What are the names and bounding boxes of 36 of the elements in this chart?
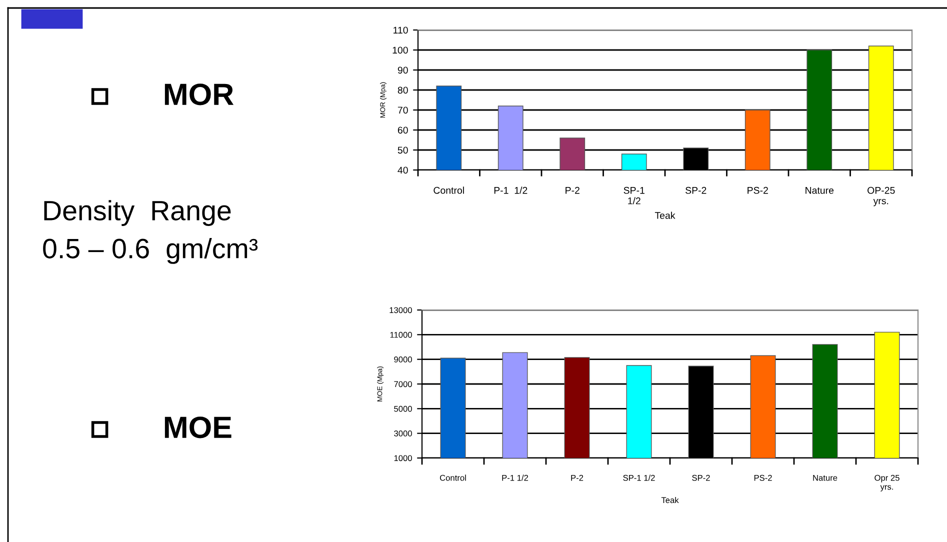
x-tick-label: P-2 — [566, 186, 580, 194]
y-tick-label: 9000 — [394, 356, 412, 362]
y-tick-label: 11000 — [390, 332, 412, 338]
x-tick-label: P-2 — [571, 474, 584, 481]
x-tick-label: Nature — [813, 474, 838, 481]
y-tick-label: 100 — [392, 46, 408, 54]
x-tick-label: Nature — [806, 187, 834, 194]
x-tick-label: Control — [434, 186, 464, 194]
x-tick-label: SP-2 — [686, 186, 706, 194]
x-tick-label: P-1 1/2 — [494, 186, 528, 194]
x-tick-label: PS-2 — [748, 186, 768, 194]
x-tick-label: Control — [440, 474, 466, 481]
y-tick-label: 60 — [398, 126, 408, 134]
x-tick-label: P-1 1/2 — [502, 474, 528, 481]
x-tick-label: SP-1 1/2 — [624, 186, 644, 204]
text: MOE — [164, 416, 232, 438]
x-tick-label: OP-25 yrs. — [868, 186, 895, 206]
y-tick-label: 80 — [398, 86, 408, 94]
y-tick-label: 1000 — [394, 455, 412, 462]
text: Density Range 0.5 – 0.6 gm/cm³ — [43, 200, 258, 264]
y-tick-label: 3000 — [394, 430, 412, 436]
x-tick-label: SP-1 1/2 — [623, 474, 655, 481]
x-tick-label: PS-2 — [754, 474, 772, 481]
y-tick-label: 13000 — [390, 307, 412, 314]
y-tick-label: 50 — [398, 146, 408, 154]
x-tick-label: Opr 25 yrs. — [874, 474, 900, 492]
text: MOR — [164, 84, 234, 106]
y-tick-label: 40 — [398, 166, 408, 174]
y-tick-label: 90 — [398, 66, 408, 74]
y-tick-label: 110 — [394, 26, 408, 34]
x-axis-title: Teak — [654, 212, 676, 219]
y-tick-label: 5000 — [394, 406, 412, 412]
y-tick-label: 70 — [398, 106, 408, 114]
x-axis-title: Teak — [661, 496, 679, 504]
y-tick-label: 7000 — [394, 381, 412, 388]
x-tick-label: SP-2 — [692, 474, 710, 481]
